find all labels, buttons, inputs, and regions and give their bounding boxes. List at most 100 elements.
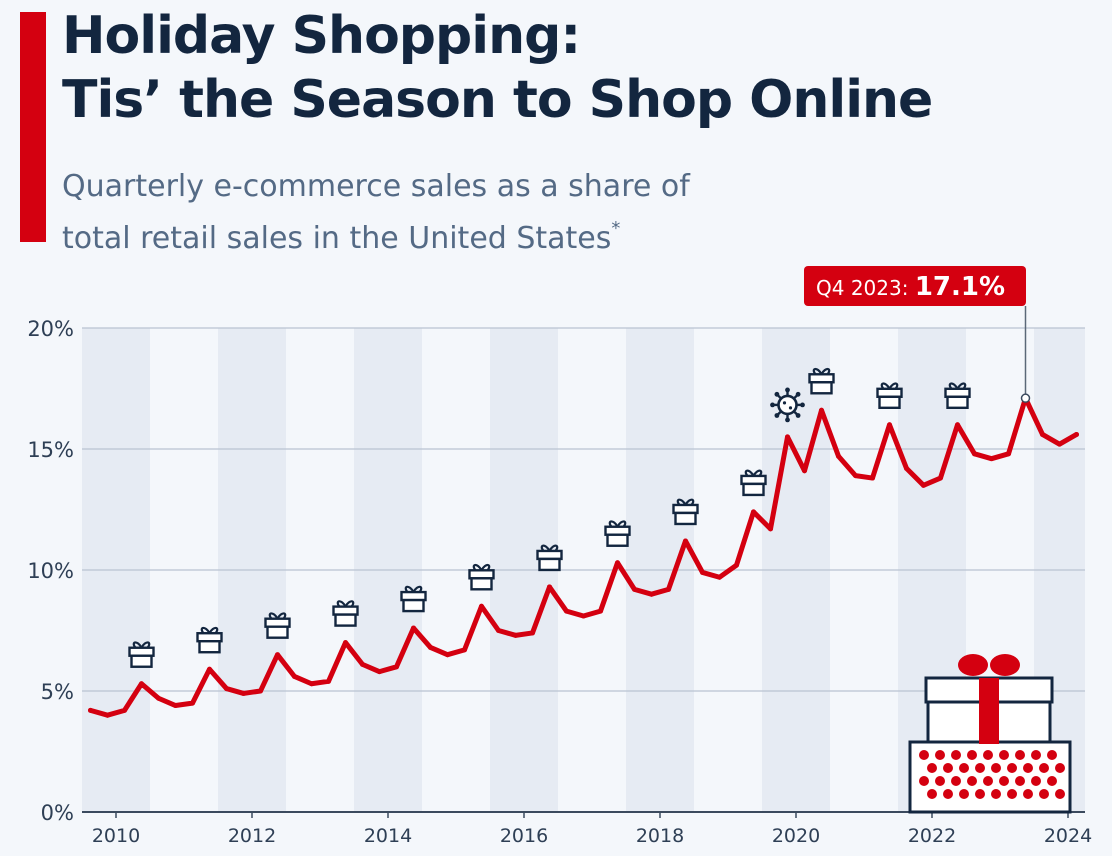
big-gift-dot [935,750,945,760]
gift-icon [264,612,291,639]
big-gift-dot [1007,789,1017,799]
big-gift-dot [999,750,1009,760]
data-point-q3-2022 [938,475,943,481]
data-point-q1-2016 [496,628,501,633]
big-gift-dot [1015,776,1025,786]
big-gift-dot [951,750,961,760]
big-gift-dot [983,776,993,786]
big-gift-dot [927,763,937,773]
callout-marker [1020,393,1031,403]
subtitle-line-1: Quarterly e-commerce sales as a share of [62,169,690,204]
data-point-q2-2014 [377,669,382,675]
accent-bar [20,12,46,242]
data-point-q3-2019 [734,562,739,568]
data-point-q1-2018 [632,586,637,592]
x-tick-label: 2022 [908,825,956,847]
data-point-q1-2011 [156,695,161,701]
big-gift-dot [999,776,1009,786]
x-tick-label: 2014 [364,825,412,847]
data-point-q3-2010 [122,707,127,713]
data-point-q2-2012 [241,690,246,696]
data-point-q4-2019 [751,509,756,515]
subtitle-line-2-wrap: total retail sales in the United States* [62,208,962,260]
data-point-q2-2021 [853,473,858,479]
data-point-q3-2020 [802,468,807,474]
data-point-q1-2013 [292,673,297,679]
big-gift-dot [943,789,953,799]
x-axis-tick-labels: 2010 2012 2014 2016 2018 2020 2022 2024 [92,812,1092,847]
callout-q4-2023: Q4 2023: 17.1% [804,266,1031,403]
x-tick-label: 2012 [228,825,276,847]
big-gift-ribbon [979,678,999,744]
data-point-q4-2011 [207,666,212,672]
data-point-q3-2014 [394,664,399,670]
gift-icon [536,544,563,572]
data-point-q3-2015 [462,647,467,653]
big-gift-dot [1031,750,1041,760]
data-point-q1-2023 [972,451,977,457]
callout-value: 17.1% [915,272,1005,302]
title-line-1: Holiday Shopping: [62,6,581,66]
data-point-q1-2015 [428,644,433,650]
data-point-q2-2010 [105,712,110,718]
annotation-icons [128,367,971,668]
gift-icon [944,382,971,409]
big-gift-dot [959,789,969,799]
big-gift-dot [1039,763,1049,773]
data-point-q4-2012 [275,652,280,658]
gift-icon [332,600,359,627]
virus-icon [770,387,805,423]
data-point-q2-2018 [649,591,654,597]
big-gift-dot [919,750,929,760]
data-point-q2-2020 [785,434,790,440]
data-point-q2-2023 [989,456,994,462]
big-gift-dot [975,789,985,799]
gift-icon [400,585,427,613]
data-point-q4-2017 [615,560,620,566]
data-point-q2-2022 [921,482,926,488]
x-tick-label: 2020 [772,825,820,847]
data-point-q3-2011 [190,700,195,706]
data-point-q4-2014 [411,625,416,631]
x-tick-label: 2010 [92,825,140,847]
chart-title: Holiday Shopping: Tis’ the Season to Sho… [62,4,1102,132]
data-point-q1-2020 [768,526,773,532]
big-gift-dot [967,750,977,760]
data-point-q1-2017 [564,608,569,614]
big-gift-dot [951,776,961,786]
subtitle-line-2: total retail sales in the United States [62,221,612,256]
big-gift-bow-left [958,654,988,676]
x-tick-label: 2024 [1044,825,1092,847]
big-gift-dot [1055,789,1065,799]
big-gift-dot [1055,763,1065,773]
data-point-q4-2021 [887,422,892,428]
y-tick-label: 15% [27,438,74,462]
data-point-q3-2024 [1074,431,1079,437]
data-point-q4-2022 [955,422,960,428]
big-gift-dot [1031,776,1041,786]
big-gift-dot [1007,763,1017,773]
gift-icon [604,520,631,547]
data-point-q1-2010 [88,707,93,713]
data-point-q1-2024 [1040,431,1045,437]
callout-box [804,266,1026,306]
big-gift-dot [1039,789,1049,799]
data-point-q1-2021 [836,453,841,459]
big-gift-dot [943,763,953,773]
y-axis-tick-labels: 0% 5% 10% 15% 20% [27,317,74,825]
footnote-mark: * [611,218,621,239]
data-point-q3-2013 [326,678,331,684]
big-gift-dot [991,789,1001,799]
data-point-q2-2019 [717,574,722,580]
data-point-q2-2016 [513,632,518,638]
big-gift-bow-right [990,654,1020,676]
series-line-group [88,395,1079,718]
big-gift-dot [1023,789,1033,799]
data-point-q4-2018 [683,538,688,544]
data-point-q4-2016 [547,584,552,590]
big-gift-dot [927,789,937,799]
callout-quarter: Q4 2023: [816,276,915,300]
big-gift-dot [983,750,993,760]
gift-icon [196,626,223,654]
